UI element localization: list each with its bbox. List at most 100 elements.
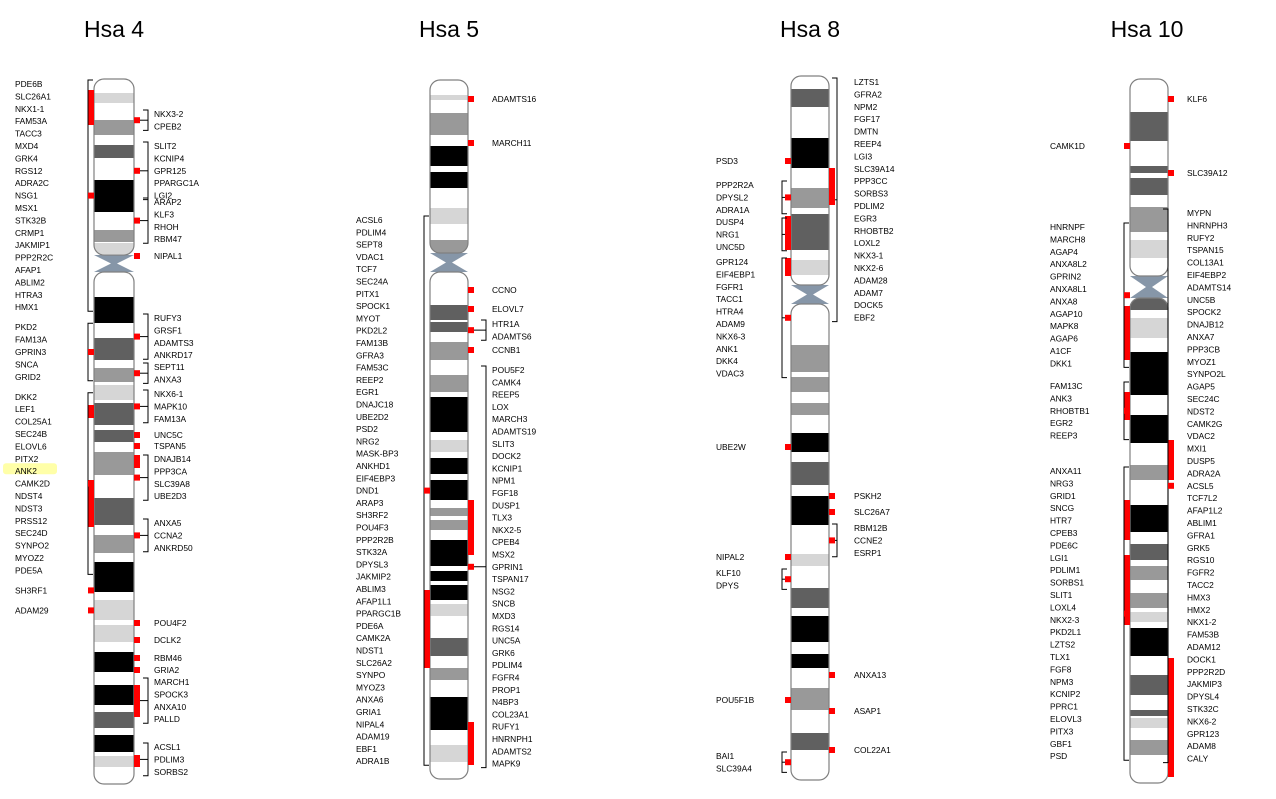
gene-label: HTRA3 — [15, 290, 43, 300]
gene-label: GRIA1 — [356, 707, 381, 717]
left-red-marker — [424, 590, 430, 668]
left-red-marker — [1124, 392, 1130, 420]
left-red-marker — [785, 444, 791, 450]
gene-label: SPOCK3 — [154, 689, 188, 699]
gene-label: ANK3 — [1050, 393, 1072, 403]
gene-label: RBM12B — [854, 523, 888, 533]
left-red-marker — [785, 554, 791, 560]
cytoband — [791, 260, 829, 275]
gene-label: POU4F2 — [154, 618, 187, 628]
right-gene-block: RUFY3 GRSF1 ADAMTS3 ANKRD17 — [143, 313, 194, 360]
left-red-marker — [785, 759, 791, 766]
gene-label: ABLIM1 — [1187, 518, 1217, 528]
right-red-marker — [1168, 440, 1174, 480]
gene-label: ADAM12 — [1187, 642, 1221, 652]
left-gene-block: NIPAL2 — [716, 552, 745, 562]
right-red-marker — [134, 370, 140, 377]
gene-label: MAPK8 — [1050, 321, 1079, 331]
centromere — [1130, 276, 1168, 298]
cytoband — [94, 403, 134, 425]
left-red-marker — [88, 587, 94, 594]
gene-label: GFRA3 — [356, 350, 384, 360]
cytoband — [94, 452, 134, 475]
cytoband — [430, 508, 468, 516]
gene-label: FGFR4 — [492, 673, 520, 683]
bracket-line — [832, 523, 838, 558]
gene-label: CAMK2D — [15, 479, 50, 489]
gene-label: POU4F3 — [356, 523, 389, 533]
gene-label: NRG2 — [356, 436, 380, 446]
gene-label: ELOVL6 — [15, 441, 47, 451]
left-red-marker — [785, 231, 791, 238]
gene-label: PDLIM3 — [154, 754, 185, 764]
cytoband — [430, 745, 468, 762]
bracket-line — [781, 751, 787, 773]
left-red-marker — [88, 405, 94, 418]
cytoband — [94, 180, 134, 212]
bracket-line — [143, 742, 149, 777]
gene-label: NKX3-2 — [154, 109, 184, 119]
cytoband — [430, 146, 468, 166]
cytoband — [791, 403, 829, 415]
left-gene-block: BAI1 SLC39A4 — [716, 751, 787, 773]
gene-label: PPRC1 — [1050, 702, 1078, 712]
gene-label: RUFY1 — [492, 722, 520, 732]
gene-label: ADAMTS6 — [492, 331, 532, 341]
gene-label: UNC5C — [154, 430, 183, 440]
gene-label: EGR2 — [1050, 418, 1073, 428]
gene-label: SORBS2 — [154, 767, 188, 777]
gene-label: SNCG — [1050, 503, 1074, 513]
gene-label: RGS12 — [15, 166, 43, 176]
cytoband — [791, 496, 829, 525]
right-gene-block: PSKH2 — [854, 491, 882, 501]
cytoband — [791, 688, 829, 710]
gene-label: MARCH3 — [492, 414, 528, 424]
gene-label: COL13A1 — [1187, 258, 1224, 268]
gene-label: SPOCK2 — [1187, 307, 1221, 317]
cytoband — [791, 462, 829, 485]
gene-label: RBM47 — [154, 234, 182, 244]
gene-label: PDLIM2 — [854, 201, 885, 211]
bracket-line — [143, 141, 149, 201]
gene-label: NKX1-2 — [1187, 617, 1217, 627]
gene-label: PDLIM4 — [492, 660, 523, 670]
gene-label: SYNPO2L — [1187, 369, 1226, 379]
cytoband — [430, 95, 468, 100]
gene-label: MAPK10 — [154, 401, 187, 411]
cytoband — [94, 562, 134, 592]
gene-label: TSPAN15 — [1187, 245, 1224, 255]
bracket-line — [143, 197, 149, 244]
gene-label: LOX — [492, 402, 509, 412]
gene-label: BAI1 — [716, 751, 734, 761]
gene-label: ANKRD17 — [154, 350, 193, 360]
gene-label: NDST1 — [356, 646, 384, 656]
gene-label: GFRA2 — [854, 89, 882, 99]
left-red-marker — [1124, 306, 1130, 320]
gene-label: EIF4EBP2 — [1187, 270, 1226, 280]
left-gene-block: PPP2R2A DPYSL2 ADRA1A — [716, 180, 787, 215]
gene-label: LGI1 — [1050, 553, 1068, 563]
left-red-marker — [785, 158, 791, 164]
right-red-marker — [829, 672, 835, 678]
gene-label: DMTN — [854, 127, 878, 137]
gene-label: DCLK2 — [154, 635, 181, 645]
gene-label: ADAM9 — [716, 319, 745, 329]
gene-label: ADRA1B — [356, 756, 390, 766]
right-gene-block: POU5F2 CAMK4 REEP5 LOX MARCH3 ADAMTS19 SLIT3 DO… — [481, 365, 537, 769]
gene-label: ELOVL3 — [1050, 714, 1082, 724]
cytoband — [94, 145, 134, 158]
chromosome-body — [1130, 79, 1168, 783]
gene-label: TACC3 — [15, 129, 42, 139]
chromosome-title: Hsa 5 — [419, 16, 479, 42]
gene-label: ANXA8L2 — [1050, 259, 1087, 269]
gene-label: NKX1-1 — [15, 104, 45, 114]
gene-label: SH3RF2 — [356, 510, 388, 520]
gene-label: ADAM28 — [854, 275, 888, 285]
gene-label: CAMK1D — [1050, 141, 1085, 151]
cytoband — [430, 604, 468, 616]
gene-label: SORBS1 — [1050, 578, 1084, 588]
cytoband — [791, 616, 829, 642]
gene-label: ANXA13 — [854, 670, 886, 680]
gene-label: JAKMIP3 — [1187, 679, 1222, 689]
gene-label: NSG1 — [15, 191, 38, 201]
